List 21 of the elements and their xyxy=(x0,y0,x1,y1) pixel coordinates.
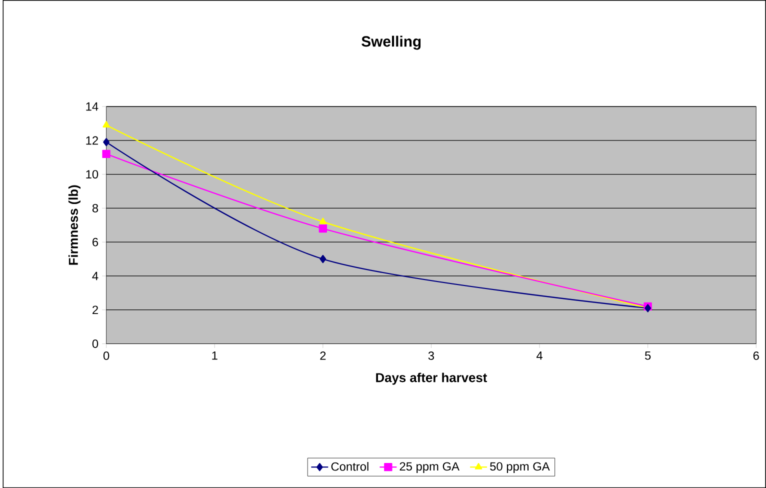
legend-label: 25 ppm GA xyxy=(400,462,460,473)
legend-label: Control xyxy=(331,462,368,471)
y-tick-label: 2 xyxy=(92,306,98,314)
x-tick-label: 1 xyxy=(212,351,218,360)
x-tick-label: 4 xyxy=(536,351,542,360)
y-tick-label: 10 xyxy=(86,170,98,178)
x-tick-label: 3 xyxy=(428,351,434,360)
x-tick-label: 0 xyxy=(103,351,110,360)
y-tick-label: 14 xyxy=(86,102,98,111)
legend-label: 50 ppm GA xyxy=(490,462,550,473)
y-tick-label: 0 xyxy=(92,339,98,348)
y-tick-label: 4 xyxy=(92,272,98,280)
x-axis-title: Days after harvest xyxy=(376,372,488,385)
y-tick-label: 8 xyxy=(92,204,98,212)
x-tick-label: 6 xyxy=(753,351,759,360)
y-axis-title: Firmness (lb) xyxy=(68,185,80,265)
y-tick-label: 6 xyxy=(92,238,98,246)
chart-title: Swelling xyxy=(362,36,421,50)
y-tick-label: 12 xyxy=(86,136,98,144)
x-tick-label: 2 xyxy=(320,351,326,360)
x-tick-label: 5 xyxy=(645,351,651,360)
